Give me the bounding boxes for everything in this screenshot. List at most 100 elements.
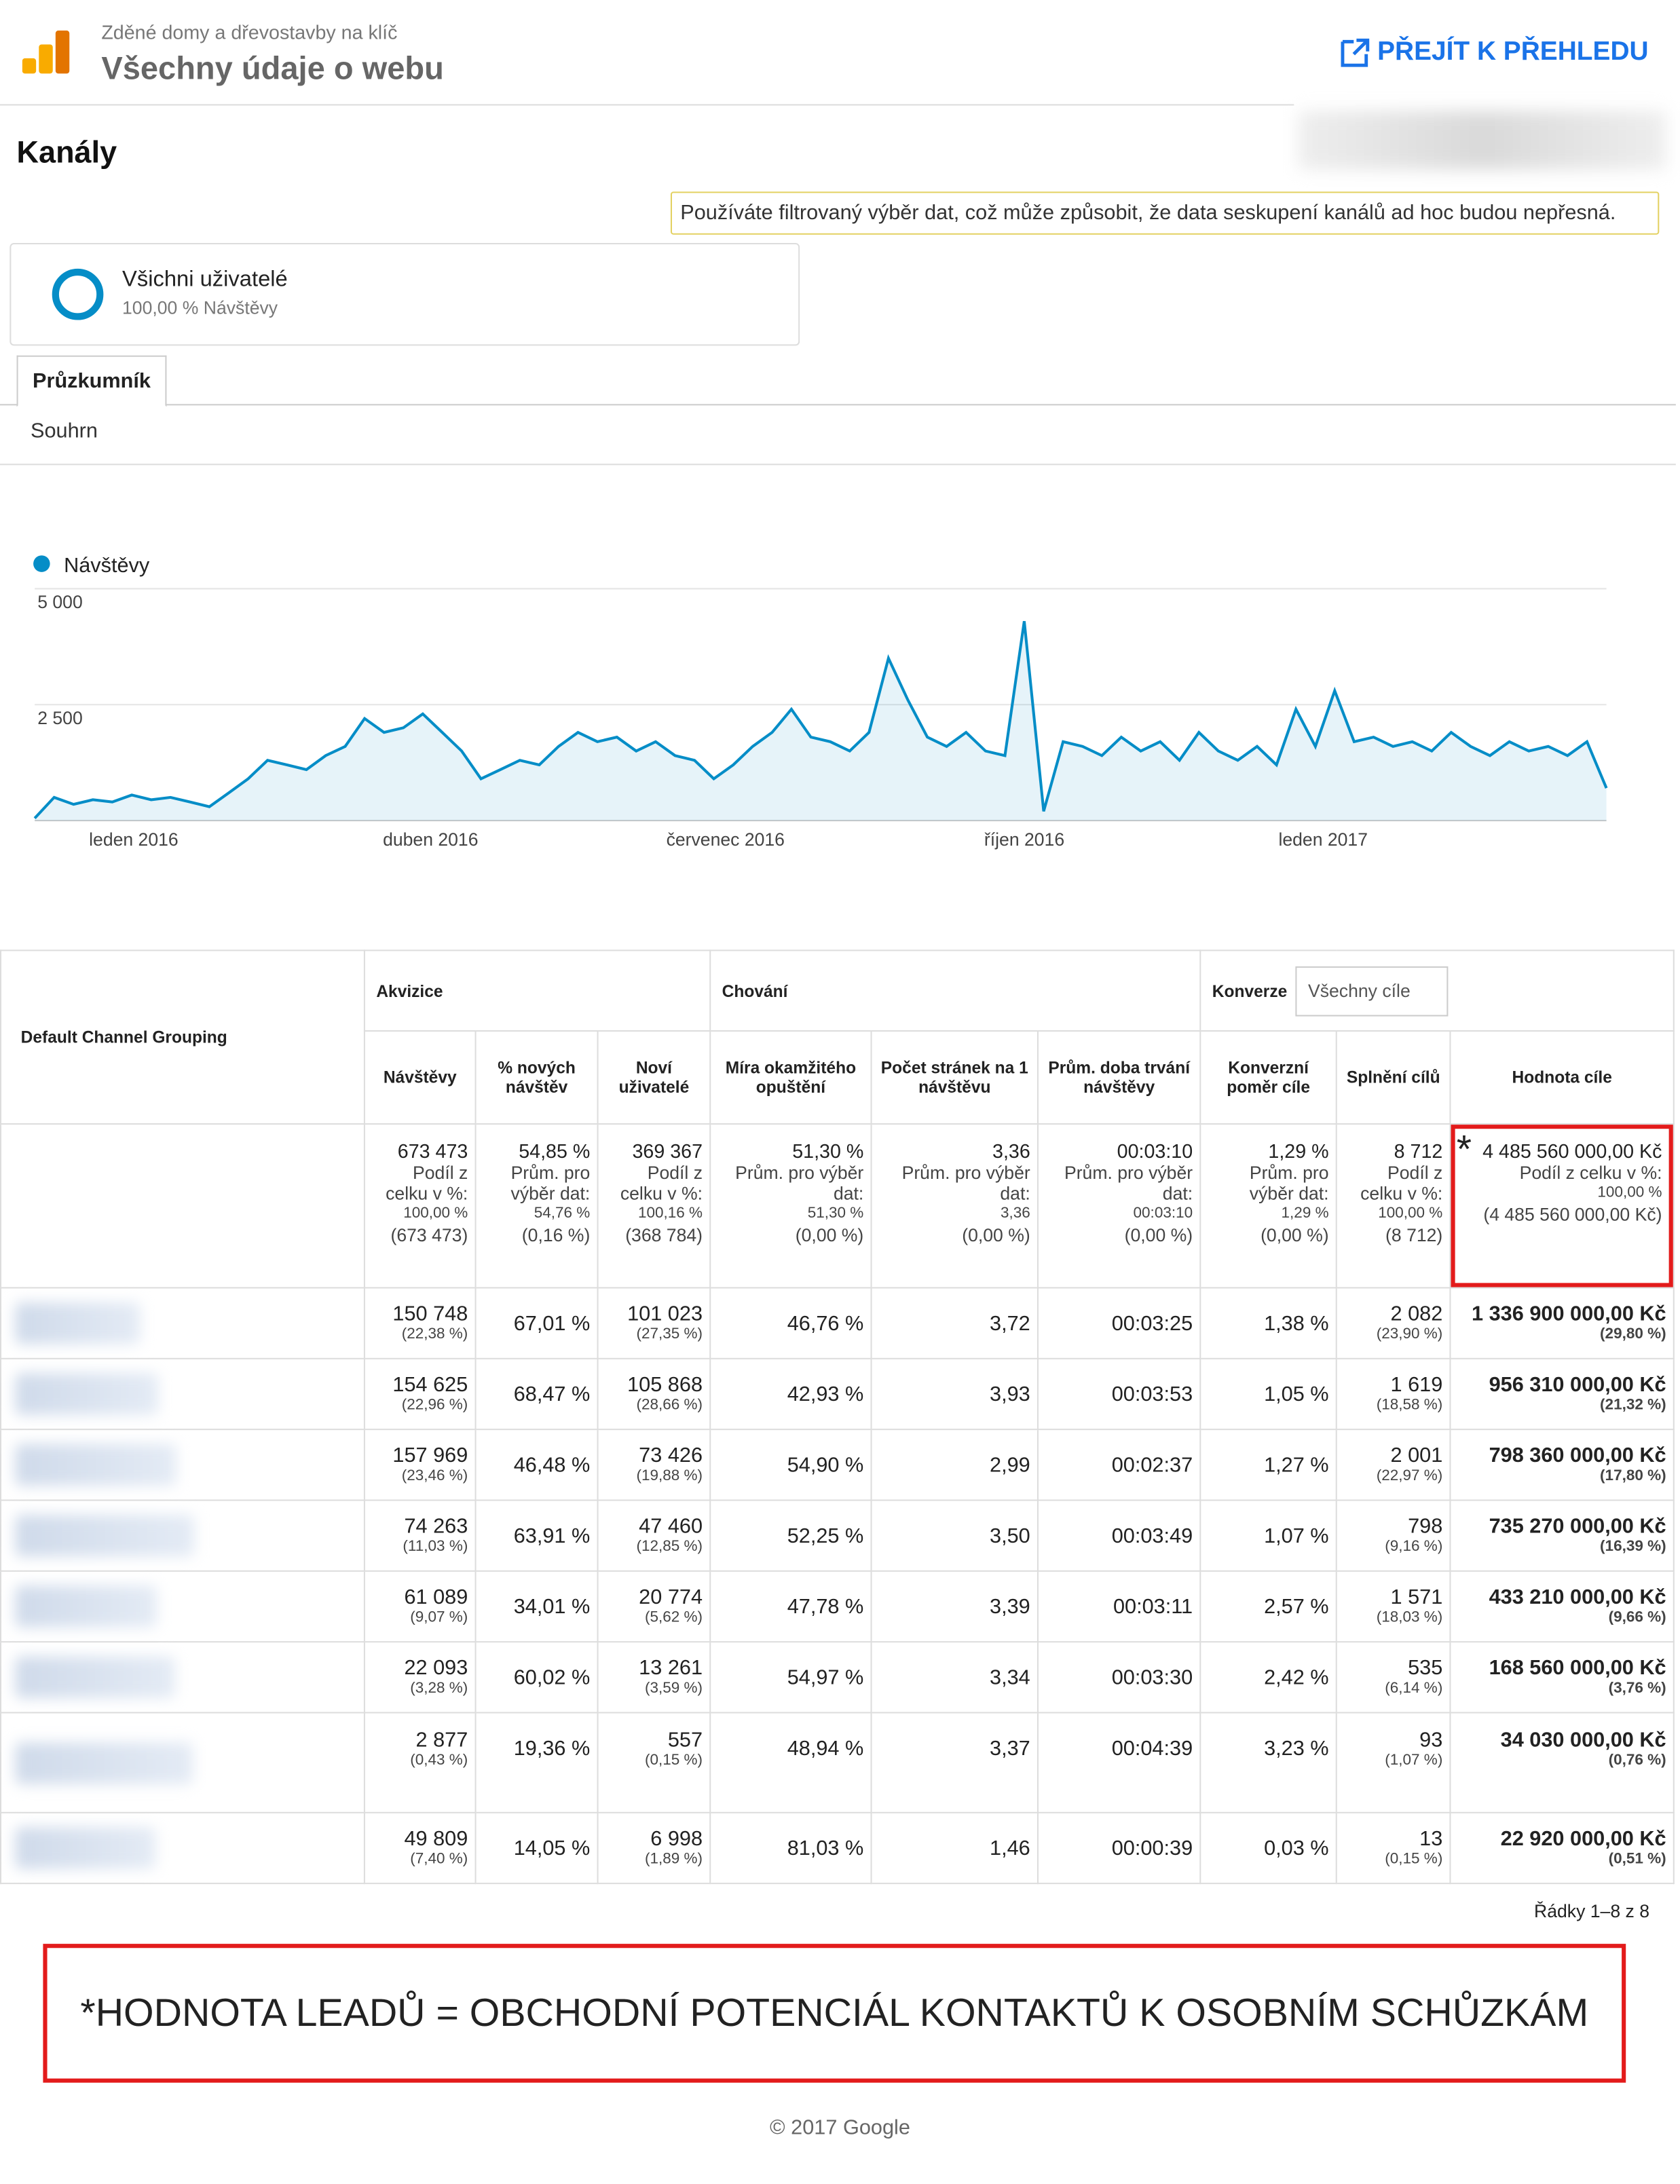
dimension-cell <box>0 1123 365 1289</box>
cell-value: 00:04:39 <box>1111 1737 1193 1761</box>
cell: 34 030 000,00 Kč (0,76 %) <box>1449 1712 1675 1813</box>
cell-value: 00:03:30 <box>1111 1665 1193 1689</box>
cell-value: 157 969 <box>392 1444 468 1468</box>
blurred-name <box>15 1656 175 1699</box>
cell: 52,25 % <box>709 1499 872 1572</box>
cell-share: (0,51 %) <box>1608 1851 1666 1868</box>
cell-share: (22,38 %) <box>401 1325 468 1343</box>
cell: 20 774 (5,62 %) <box>597 1570 711 1643</box>
cell-share: (18,03 %) <box>1376 1609 1443 1626</box>
column-header: Splnění cílů <box>1335 1030 1451 1125</box>
cell-value: 00:00:39 <box>1111 1836 1193 1860</box>
subtab[interactable]: Souhrn <box>30 419 98 443</box>
total-line: (0,16 %) <box>521 1224 591 1246</box>
blurred-area <box>1298 111 1666 170</box>
x-tick-label: leden 2016 <box>89 829 179 850</box>
cell-value: 63,91 % <box>513 1524 591 1548</box>
logo <box>22 31 70 74</box>
cell-share: (22,96 %) <box>401 1397 468 1414</box>
x-tick-label: červenec 2016 <box>667 829 785 850</box>
line <box>33 621 1608 819</box>
total-line: 673 473 <box>397 1140 468 1163</box>
cell: 19,36 % <box>474 1712 599 1813</box>
cell: 1,46 <box>870 1811 1039 1885</box>
total-line: (673 473) <box>390 1224 468 1246</box>
data-row: 150 748 (22,38 %) 67,01 % 101 023 (27,35 %) 4… <box>0 1287 1675 1359</box>
cell-value: 105 868 <box>627 1373 703 1397</box>
cell: 73 426 (19,88 %) <box>597 1429 711 1501</box>
tab[interactable]: Průzkumník <box>16 355 167 407</box>
total-line: 1,29 % <box>1268 1140 1329 1163</box>
x-tick-label: říjen 2016 <box>984 829 1064 850</box>
cell-value: 68,47 % <box>513 1382 591 1406</box>
cell-value: 49 809 <box>404 1827 468 1851</box>
cell: 735 270 000,00 Kč (16,39 %) <box>1449 1499 1675 1572</box>
cell: 1,07 % <box>1199 1499 1337 1572</box>
y-tick-label: 2 500 <box>37 708 83 728</box>
cell-value: 42,93 % <box>787 1382 864 1406</box>
total-line: 100,00 % <box>1378 1205 1443 1222</box>
cell: 61 089 (9,07 %) <box>363 1570 477 1643</box>
cell-value: 81,03 % <box>787 1836 864 1860</box>
cell-value: 154 625 <box>392 1373 468 1397</box>
cell: 42,93 % <box>709 1357 872 1431</box>
cell-value: 67,01 % <box>513 1311 591 1336</box>
group-header: Akvizice <box>363 949 711 1032</box>
header-row: Návštěvy% nových návštěv Noví uživatelé Mí… <box>1 1030 1675 1125</box>
cell-value: 1,38 % <box>1264 1311 1329 1336</box>
total-line: 100,00 % <box>403 1205 468 1222</box>
cell: 48,94 % <box>709 1712 872 1813</box>
divider <box>0 104 1294 106</box>
cell-share: (3,28 %) <box>410 1680 468 1697</box>
data-row: 22 093 (3,28 %) 60,02 % 13 261 (3,59 %) 54,97… <box>0 1641 1675 1714</box>
blurred-name <box>15 1444 176 1486</box>
line-chart: 2 500 5 000 leden 2016 duben 2016 červenec 2… <box>33 553 1608 850</box>
total-line: Podíl z celku v %: <box>1360 1162 1443 1204</box>
cell: 54,97 % <box>709 1641 872 1714</box>
total-line: 00:03:10 <box>1117 1140 1193 1163</box>
blurred-name <box>15 1302 141 1344</box>
total-line: (0,00 %) <box>1261 1224 1329 1246</box>
total-line: 8 712 <box>1394 1140 1443 1163</box>
total-line: Prům. pro výběr dat: <box>901 1162 1030 1204</box>
cell-share: (3,76 %) <box>1608 1680 1666 1697</box>
cell: 6 998 (1,89 %) <box>597 1811 711 1885</box>
total-line: 51,30 % <box>807 1205 864 1222</box>
cell-share: (6,14 %) <box>1385 1680 1443 1697</box>
cell-value: 101 023 <box>627 1302 703 1326</box>
cell: 1 571 (18,03 %) <box>1335 1570 1451 1643</box>
cell: 3,37 <box>870 1712 1039 1813</box>
total-line: (4 485 560 000,00 Kč) <box>1483 1203 1662 1225</box>
dimension-cell <box>0 1641 365 1714</box>
cell-value: 14,05 % <box>513 1836 591 1860</box>
cell-value: 1,27 % <box>1264 1452 1329 1477</box>
cell-value: 557 <box>667 1727 703 1752</box>
total-cell: 3,36 Prům. pro výběr dat: 3,36 (0,00 %) <box>870 1123 1039 1289</box>
total-line: (8 712) <box>1385 1224 1443 1246</box>
segment-name: Všichni uživatelé <box>122 267 288 292</box>
property-name: Zděné domy a dřevostavby na klíč <box>101 20 398 43</box>
cell-share: (0,76 %) <box>1608 1751 1666 1769</box>
total-line: 54,85 % <box>519 1140 591 1163</box>
cell-value: 3,23 % <box>1264 1737 1329 1761</box>
goal-select[interactable]: Všechny cíle <box>1295 965 1449 1016</box>
cell-value: 798 <box>1408 1514 1443 1539</box>
divider <box>0 464 1676 466</box>
cell-value: 46,48 % <box>513 1452 591 1477</box>
total-cell: 1,29 % Prům. pro výběr dat: 1,29 % (0,00 %) <box>1199 1123 1337 1289</box>
data-row: 157 969 (23,46 %) 46,48 % 73 426 (19,88 %) 54… <box>0 1429 1675 1501</box>
cell: 00:03:30 <box>1037 1641 1201 1714</box>
cell-value: 00:03:11 <box>1113 1594 1193 1619</box>
data-row: 74 263 (11,03 %) 63,91 % 47 460 (12,85 %) 52,… <box>0 1499 1675 1572</box>
overview-link[interactable]: PŘEJÍT K PŘEHLEDU <box>1339 36 1649 69</box>
cell-share: (22,97 %) <box>1376 1467 1443 1484</box>
cell: 00:03:25 <box>1037 1287 1201 1359</box>
note: *HODNOTA LEADŮ = OBCHODNÍ POTENCIÁL KONT… <box>43 1944 1626 2083</box>
cell-value: 150 748 <box>392 1302 468 1326</box>
cell: 2 082 (23,90 %) <box>1335 1287 1451 1359</box>
cell: 1 619 (18,58 %) <box>1335 1357 1451 1431</box>
cell-value: 798 360 000,00 Kč <box>1489 1444 1666 1468</box>
cell-value: 433 210 000,00 Kč <box>1489 1585 1666 1610</box>
column-header: % nových návštěv <box>474 1030 599 1125</box>
cell-share: (19,88 %) <box>636 1467 703 1484</box>
